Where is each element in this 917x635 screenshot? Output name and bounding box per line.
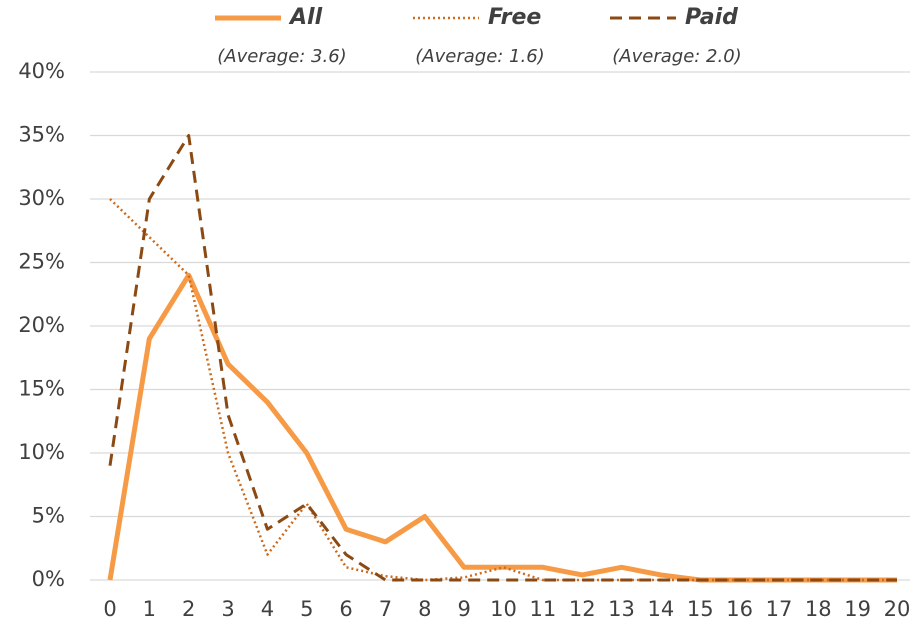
x-tick-label: 20 (884, 597, 911, 621)
x-tick-label: 9 (457, 597, 470, 621)
x-tick-label: 17 (766, 597, 793, 621)
y-tick-label: 25% (18, 250, 65, 274)
x-tick-label: 4 (261, 597, 274, 621)
y-tick-label: 10% (18, 440, 65, 464)
x-tick-label: 11 (529, 597, 556, 621)
legend-note: (Average: 3.6) (217, 46, 346, 67)
x-tick-label: 10 (490, 597, 517, 621)
x-tick-label: 5 (300, 597, 313, 621)
y-tick-label: 30% (18, 186, 65, 210)
x-tick-label: 0 (103, 597, 116, 621)
legend-label: Free (488, 5, 541, 30)
x-tick-label: 3 (221, 597, 234, 621)
x-tick-label: 19 (844, 597, 871, 621)
y-tick-label: 20% (18, 313, 65, 337)
x-tick-label: 14 (648, 597, 675, 621)
legend-note: (Average: 2.0) (612, 46, 741, 67)
x-tick-label: 18 (805, 597, 832, 621)
x-tick-label: 15 (687, 597, 714, 621)
x-tick-label: 6 (339, 597, 352, 621)
series-line (107, 272, 897, 583)
y-tick-label: 5% (32, 504, 65, 528)
x-tick-label: 12 (569, 597, 596, 621)
y-tick-label: 35% (18, 123, 65, 147)
legend-note: (Average: 1.6) (415, 46, 544, 67)
x-tick-label: 1 (143, 597, 156, 621)
x-tick-label: 7 (379, 597, 392, 621)
series-line (108, 134, 897, 582)
y-tick-label: 15% (18, 377, 65, 401)
legend-label: Paid (685, 5, 738, 30)
y-tick-label: 40% (18, 59, 65, 83)
x-tick-label: 2 (182, 597, 195, 621)
x-tick-label: 13 (608, 597, 635, 621)
x-tick-label: 8 (418, 597, 431, 621)
legend-label: All (288, 5, 323, 30)
y-tick-label: 0% (32, 567, 65, 591)
x-tick-label: 16 (726, 597, 753, 621)
